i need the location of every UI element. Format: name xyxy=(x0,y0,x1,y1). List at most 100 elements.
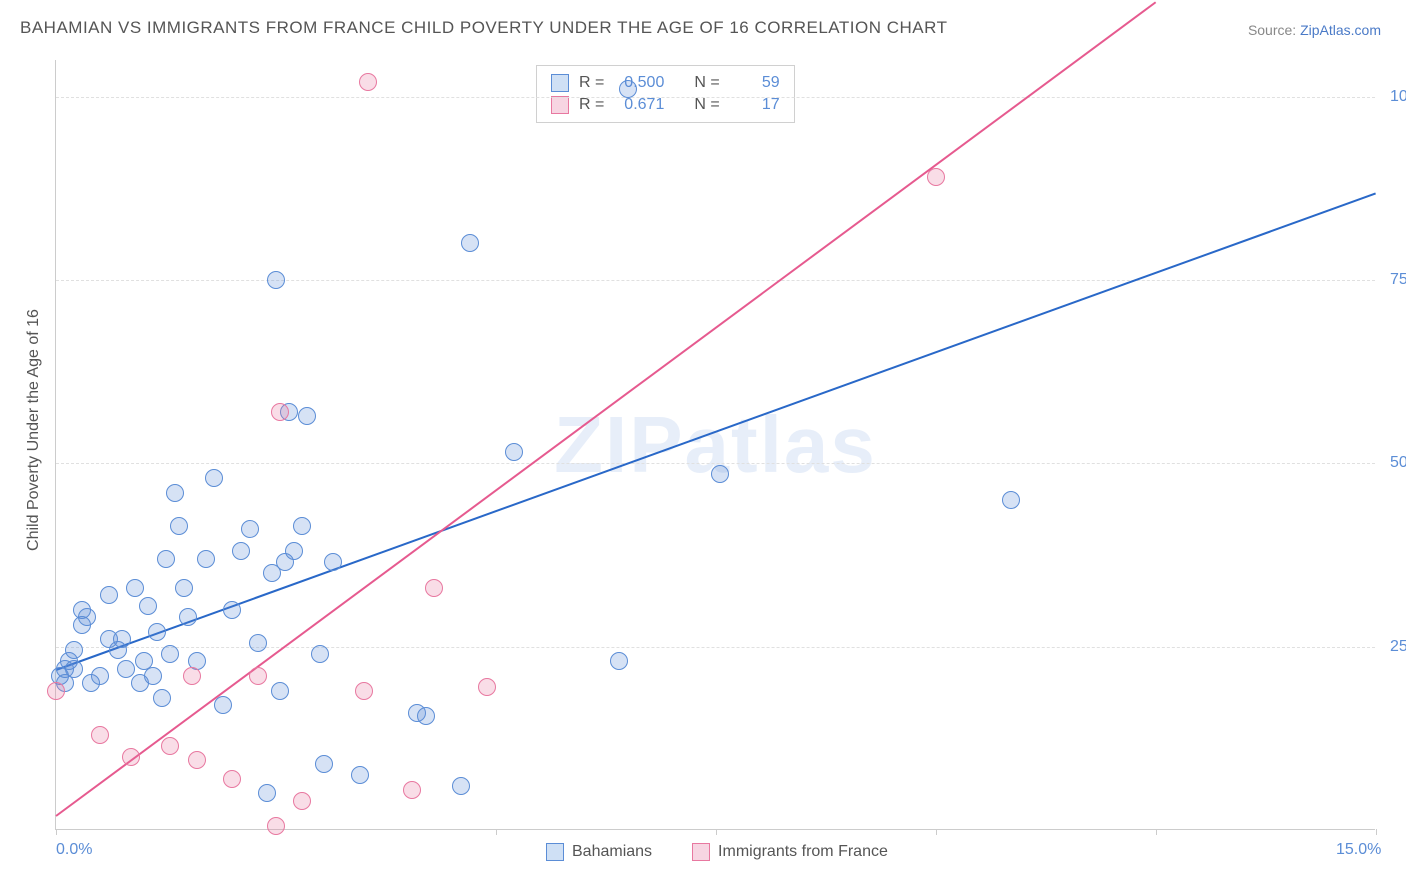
source-prefix: Source: xyxy=(1248,22,1300,38)
scatter-point xyxy=(139,597,157,615)
scatter-point xyxy=(417,707,435,725)
legend-swatch-france-bottom xyxy=(692,843,710,861)
n-label: N = xyxy=(694,74,719,92)
scatter-point xyxy=(478,678,496,696)
n-value-1: 59 xyxy=(730,74,780,92)
scatter-point xyxy=(153,689,171,707)
x-tick xyxy=(1156,829,1157,835)
scatter-point xyxy=(78,608,96,626)
x-tick xyxy=(716,829,717,835)
scatter-point xyxy=(197,550,215,568)
gridline xyxy=(56,280,1375,281)
scatter-point xyxy=(232,542,250,560)
scatter-point xyxy=(285,542,303,560)
scatter-point xyxy=(403,781,421,799)
scatter-point xyxy=(293,792,311,810)
x-tick xyxy=(496,829,497,835)
legend-swatch-bahamians-bottom xyxy=(546,843,564,861)
scatter-point xyxy=(258,784,276,802)
y-tick-label: 100.0% xyxy=(1380,88,1406,106)
source-attribution: Source: ZipAtlas.com xyxy=(1248,22,1381,38)
scatter-point xyxy=(223,601,241,619)
scatter-point xyxy=(711,465,729,483)
scatter-point xyxy=(91,667,109,685)
r-label-2: R = xyxy=(579,96,604,114)
gridline xyxy=(56,97,1375,98)
scatter-point xyxy=(100,586,118,604)
scatter-point xyxy=(205,469,223,487)
scatter-point xyxy=(223,770,241,788)
scatter-point xyxy=(148,623,166,641)
gridline xyxy=(56,463,1375,464)
scatter-point xyxy=(117,660,135,678)
y-tick-label: 50.0% xyxy=(1380,454,1406,472)
scatter-point xyxy=(183,667,201,685)
chart-container: BAHAMIAN VS IMMIGRANTS FROM FRANCE CHILD… xyxy=(0,0,1406,892)
n-label-2: N = xyxy=(694,96,719,114)
plot-area: ZIPatlas R = 0.500 N = 59 R = 0.671 N = … xyxy=(55,60,1375,830)
y-tick-label: 75.0% xyxy=(1380,271,1406,289)
x-tick xyxy=(56,829,57,835)
scatter-point xyxy=(157,550,175,568)
y-axis-title: Child Poverty Under the Age of 16 xyxy=(25,309,43,551)
scatter-point xyxy=(91,726,109,744)
scatter-point xyxy=(188,751,206,769)
legend-item-france: Immigrants from France xyxy=(692,843,888,861)
trend-line xyxy=(56,192,1377,671)
scatter-point xyxy=(47,682,65,700)
scatter-point xyxy=(355,682,373,700)
scatter-point xyxy=(267,817,285,835)
scatter-point xyxy=(927,168,945,186)
legend-swatch-bahamians xyxy=(551,74,569,92)
trend-line xyxy=(55,2,1156,818)
scatter-point xyxy=(1002,491,1020,509)
chart-title: BAHAMIAN VS IMMIGRANTS FROM FRANCE CHILD… xyxy=(20,18,947,38)
scatter-point xyxy=(619,80,637,98)
scatter-point xyxy=(65,660,83,678)
scatter-point xyxy=(452,777,470,795)
scatter-point xyxy=(610,652,628,670)
n-value-2: 17 xyxy=(730,96,780,114)
legend-label-bahamians: Bahamians xyxy=(572,843,652,861)
scatter-point xyxy=(249,667,267,685)
scatter-point xyxy=(161,645,179,663)
legend-stats-box: R = 0.500 N = 59 R = 0.671 N = 17 xyxy=(536,65,795,123)
y-tick-label: 25.0% xyxy=(1380,638,1406,656)
scatter-point xyxy=(170,517,188,535)
x-axis-label: 0.0% xyxy=(56,841,92,859)
scatter-point xyxy=(293,517,311,535)
scatter-point xyxy=(122,748,140,766)
scatter-point xyxy=(113,630,131,648)
scatter-point xyxy=(315,755,333,773)
scatter-point xyxy=(311,645,329,663)
scatter-point xyxy=(267,271,285,289)
scatter-point xyxy=(144,667,162,685)
x-tick xyxy=(936,829,937,835)
scatter-point xyxy=(161,737,179,755)
scatter-point xyxy=(126,579,144,597)
scatter-point xyxy=(65,641,83,659)
scatter-point xyxy=(271,682,289,700)
x-axis-label: 15.0% xyxy=(1336,841,1381,859)
scatter-point xyxy=(359,73,377,91)
legend-label-france: Immigrants from France xyxy=(718,843,888,861)
scatter-point xyxy=(351,766,369,784)
scatter-point xyxy=(505,443,523,461)
scatter-point xyxy=(166,484,184,502)
scatter-point xyxy=(249,634,267,652)
r-value-2: 0.671 xyxy=(614,96,664,114)
scatter-point xyxy=(298,407,316,425)
scatter-point xyxy=(241,520,259,538)
scatter-point xyxy=(271,403,289,421)
scatter-point xyxy=(214,696,232,714)
legend-item-bahamians: Bahamians xyxy=(546,843,652,861)
scatter-point xyxy=(175,579,193,597)
scatter-point xyxy=(425,579,443,597)
source-link[interactable]: ZipAtlas.com xyxy=(1300,22,1381,38)
x-tick xyxy=(1376,829,1377,835)
scatter-point xyxy=(179,608,197,626)
scatter-point xyxy=(324,553,342,571)
bottom-legend: Bahamians Immigrants from France xyxy=(546,843,888,861)
legend-stats-row-1: R = 0.500 N = 59 xyxy=(551,72,780,94)
r-label: R = xyxy=(579,74,604,92)
